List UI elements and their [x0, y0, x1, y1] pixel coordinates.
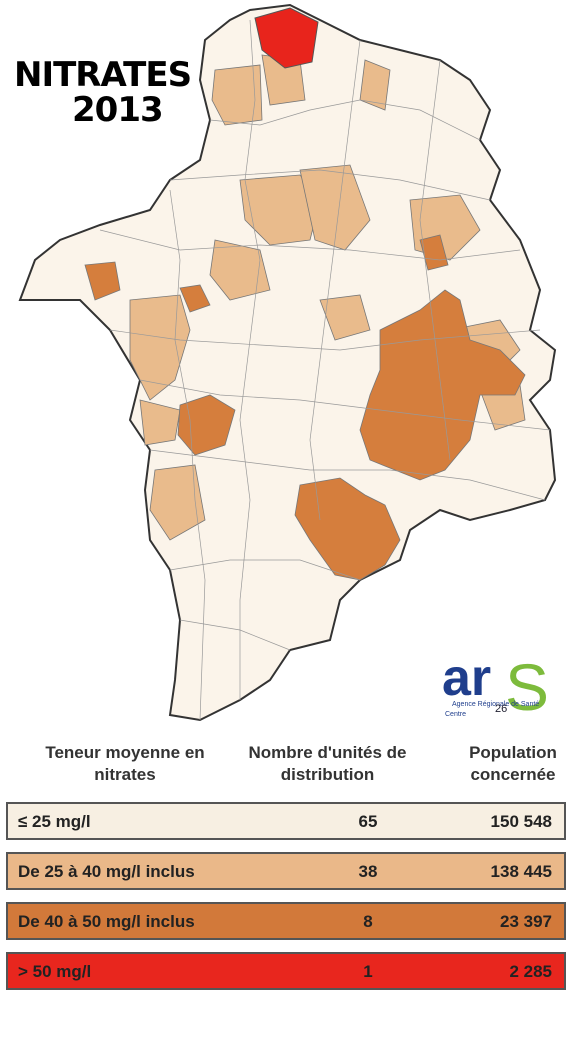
- cell-class: De 40 à 50 mg/l inclus: [18, 912, 195, 931]
- red-zone: [254, 7, 319, 69]
- header: Nombre d'unités de distribution: [248, 743, 407, 784]
- orange-zones: [84, 234, 526, 581]
- map: ar S Agence Régionale de Santé Centre 26: [18, 3, 557, 724]
- cell-units: 8: [363, 912, 373, 931]
- cell-class: ≤ 25 mg/l: [18, 812, 91, 831]
- commune-borders: [99, 19, 551, 721]
- legend-row: De 40 à 50 mg/l inclus 8 23 397: [6, 902, 566, 940]
- header: Population concernée: [469, 743, 557, 784]
- header: Teneur moyenne en nitrates: [45, 743, 205, 784]
- cell-units: 38: [358, 862, 378, 881]
- ars-logo: ar S Agence Régionale de Santé Centre 26: [442, 649, 549, 724]
- logo-brand: ar: [442, 649, 491, 707]
- cell-units: 65: [358, 812, 378, 831]
- logo-agency: Agence Régionale de Santé: [452, 701, 539, 708]
- cell-units: 1: [363, 962, 373, 981]
- page-number: 26: [495, 703, 507, 715]
- logo-s: S: [505, 650, 549, 724]
- cell-population: 23 397: [500, 912, 552, 931]
- cell-population: 2 285: [509, 962, 552, 981]
- cell-population: 150 548: [490, 812, 552, 831]
- cell-population: 138 445: [490, 862, 552, 881]
- title-line-1: NITRATES: [14, 55, 192, 95]
- tan-zones: [129, 54, 526, 541]
- legend-row: > 50 mg/l 1 2 285: [6, 952, 566, 990]
- legend-row: De 25 à 40 mg/l inclus 38 138 445: [6, 852, 566, 890]
- title-line-2: 2013: [72, 90, 164, 130]
- cell-class: De 25 à 40 mg/l inclus: [18, 862, 195, 881]
- logo-region: Centre: [445, 711, 466, 718]
- cell-class: > 50 mg/l: [18, 962, 92, 981]
- legend-row: ≤ 25 mg/l 65 150 548: [6, 802, 566, 840]
